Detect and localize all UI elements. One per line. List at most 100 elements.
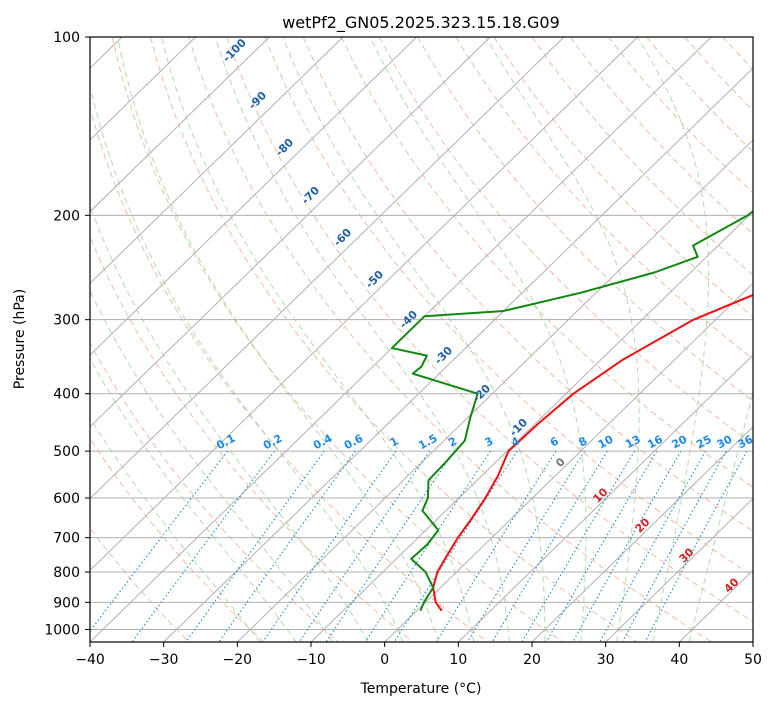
isotherm-label: -50 — [363, 268, 386, 291]
mixing-ratio-label: 16 — [645, 433, 665, 452]
x-tick-label: 0 — [380, 652, 389, 668]
x-tick-label: 10 — [449, 652, 467, 668]
moist-adiabat-line — [90, 416, 261, 642]
dry-adiabat-line — [569, 37, 753, 235]
x-tick-label: −10 — [296, 652, 326, 668]
mixing-ratio-line — [467, 450, 586, 642]
moist-adiabat-line — [117, 37, 439, 642]
isotherm-gridline — [90, 37, 344, 285]
mixing-ratio-line — [521, 450, 636, 642]
x-tick-label: 50 — [744, 652, 762, 668]
mixing-ratio-line — [262, 450, 397, 642]
x-tick-label: 20 — [523, 652, 541, 668]
dry-adiabat-line — [90, 236, 414, 642]
dry-adiabat-line — [111, 37, 563, 642]
isotherm-label: -30 — [432, 344, 455, 367]
moist-adiabat-line — [90, 83, 404, 642]
isotherm-label: -90 — [246, 89, 269, 112]
isotherm-gridline — [90, 37, 270, 213]
isotherm-gridline — [531, 426, 753, 642]
moist-adiabat-line — [688, 390, 753, 642]
isotherm-gridline — [384, 282, 753, 642]
mixing-ratio-line — [572, 450, 682, 642]
isotherm-gridline — [90, 37, 418, 356]
mixing-ratio-line — [393, 450, 518, 642]
mixing-ratio-line — [298, 450, 431, 642]
isotherm-gridline — [90, 37, 565, 500]
y-tick-label: 300 — [53, 313, 80, 329]
isotherm-label: 10 — [591, 485, 611, 505]
y-tick-label: 800 — [53, 565, 80, 581]
axis-ticks: −40 −30 −20 −10 0 10 20 30 40 5010020030040050060… — [44, 30, 762, 668]
isotherm-gridline — [752, 641, 753, 642]
mixing-ratio-line — [621, 450, 727, 642]
mixing-ratio-line — [644, 450, 748, 642]
y-tick-label: 200 — [53, 208, 80, 224]
isotherm-gridline — [678, 569, 753, 642]
mixing-ratio-label: 30 — [715, 433, 735, 452]
x-tick-label: −20 — [223, 652, 253, 668]
moist-adiabat-line — [161, 37, 475, 642]
isotherm-label: -40 — [397, 308, 420, 331]
mixing-ratio-label: 1.5 — [416, 432, 439, 453]
inline-labels: 0.1 0.2 0.4 0.6 1 1.5 2 3 4 6 8 10 13 16 20 25 30 36-100-… — [214, 36, 755, 596]
moist-adiabat-line — [369, 37, 587, 642]
dry-adiabat-line — [302, 37, 753, 532]
dry-adiabat-line — [150, 37, 638, 642]
temperature-profile-line — [432, 293, 753, 612]
dry-adiabat-line — [761, 37, 775, 642]
isotherm-gridline — [90, 37, 491, 428]
mixing-ratio-label: 0.2 — [261, 432, 284, 453]
sounding-series — [390, 210, 753, 612]
y-tick-label: 600 — [53, 491, 80, 507]
y-tick-label: 100 — [53, 30, 80, 46]
isotherm-gridline — [163, 67, 753, 642]
mixing-ratio-label: 25 — [694, 433, 714, 452]
mixing-ratio-label: 0.4 — [311, 432, 335, 453]
mixing-ratio-label: 13 — [623, 433, 643, 452]
isotherm-label: -20 — [470, 382, 493, 405]
x-axis-label: Temperature (°C) — [360, 681, 482, 697]
mixing-ratio-line — [185, 450, 325, 642]
isotherm-label: -10 — [507, 416, 530, 439]
background-lines — [90, 37, 775, 642]
mixing-ratio-label: 8 — [577, 434, 590, 449]
dry-adiabat-line — [90, 106, 488, 642]
x-tick-label: −30 — [149, 652, 179, 668]
dry-adiabat-line — [226, 37, 753, 622]
isotherm-gridline — [90, 37, 639, 571]
mixing-ratio-line — [491, 450, 608, 642]
mixing-ratio-line — [218, 450, 356, 642]
dry-adiabat-line — [455, 37, 753, 360]
mixing-ratio-line — [131, 450, 275, 642]
y-tick-label: 700 — [53, 531, 80, 547]
y-tick-label: 1000 — [44, 622, 80, 638]
y-tick-label: 900 — [53, 595, 80, 611]
isotherm-label: 20 — [633, 515, 653, 535]
mixing-ratio-label: 20 — [670, 433, 690, 452]
y-tick-label: 500 — [53, 444, 80, 460]
chart-title: wetPf2_GN05.2025.323.15.18.G09 — [282, 13, 560, 33]
x-tick-label: −40 — [75, 652, 105, 668]
moist-adiabat-line — [90, 204, 369, 642]
moist-adiabat-line — [282, 37, 546, 642]
dry-adiabat-line — [90, 437, 264, 642]
dry-adiabat-line — [264, 37, 753, 577]
x-tick-label: 30 — [597, 652, 615, 668]
mixing-ratio-line — [435, 450, 557, 642]
isotherm-label: -80 — [273, 136, 296, 159]
mixing-ratio-label: 1 — [388, 434, 401, 449]
isotherm-gridline — [605, 497, 753, 642]
moist-adiabat-line — [90, 357, 297, 642]
dry-adiabat-line — [379, 37, 753, 445]
mixing-ratio-line — [545, 450, 658, 642]
isotherm-gridline — [457, 354, 753, 642]
isotherm-label: 0 — [553, 455, 568, 470]
dry-adiabat-line — [417, 37, 753, 402]
mixing-ratio-label: 10 — [596, 433, 616, 452]
dry-adiabat-line — [646, 37, 753, 153]
dry-adiabat-line — [340, 37, 753, 488]
isotherm-label: 30 — [677, 545, 697, 565]
mixing-ratio-label: 6 — [548, 434, 561, 449]
dry-adiabat-line — [90, 342, 339, 642]
